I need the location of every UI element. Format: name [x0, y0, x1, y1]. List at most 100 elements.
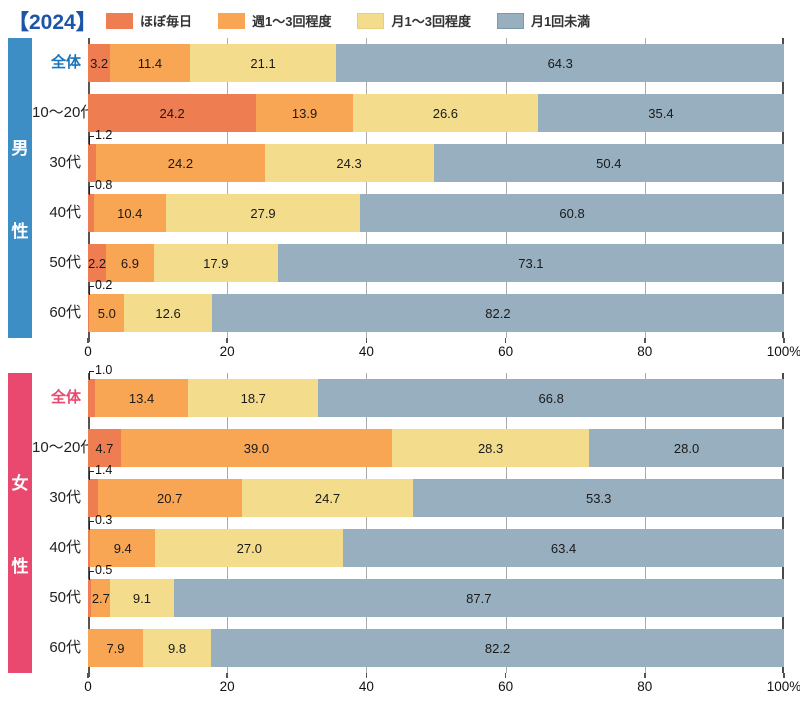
bar-segment-almost-daily: 2.2 [88, 244, 107, 282]
row-label-40s: 40代 [49, 204, 81, 221]
axis-tick-label-0: 0 [84, 344, 92, 359]
callout-30s: 1.2 [89, 129, 112, 145]
axis-tick-40 [365, 673, 368, 678]
bar-segment-almost-daily [88, 579, 92, 617]
bar-segment-less-than-monthly: 66.8 [318, 379, 784, 417]
bar-row-30s: 30代 20.7 24.7 53.3 1.4 [32, 464, 784, 523]
bar-segment-weekly-1-3: 9.4 [90, 529, 156, 567]
row-label-50s: 50代 [49, 589, 81, 606]
bar-segment-less-than-monthly: 87.7 [173, 579, 784, 617]
gender-sidebar-female: 女性 [8, 373, 32, 673]
callout-30s: 1.4 [89, 464, 112, 480]
bar-value-label: 35.4 [648, 105, 674, 121]
bar-segment-monthly-1-3: 9.8 [142, 629, 212, 667]
section-female: 女性 全体 13.4 18.7 66.8 1.0 10〜20代 4.7 39.0 28.3 28.0… [0, 364, 800, 699]
bar-segment-monthly-1-3: 21.1 [189, 44, 337, 82]
bar-value-label: 24.7 [314, 490, 341, 506]
legend-item-less-than-monthly: 月1回未満 [496, 11, 590, 30]
bar-value-label: 4.7 [95, 440, 114, 456]
callout-bracket-icon [89, 571, 94, 580]
bar-track-30s: 20.7 24.7 53.3 1.4 [88, 464, 784, 517]
bar-segment-less-than-monthly: 73.1 [277, 244, 784, 282]
bar-segment-monthly-1-3: 12.6 [124, 294, 212, 332]
bar-segment-weekly-1-3: 39.0 [120, 429, 393, 467]
gridline-40 [366, 373, 368, 673]
row-label-zentai: 全体 [50, 54, 81, 71]
section-body-male: 男性 全体 3.2 11.4 21.1 64.3 10〜20代 24.2 13.9 26.6 35.… [0, 38, 800, 342]
callout-bracket-icon [89, 286, 94, 295]
gender-label-char: 女 [11, 474, 29, 493]
legend: ほぼ毎日 週1〜3回程度 月1〜3回程度 月1回未満 [106, 11, 590, 30]
bar-track-50s: 2.7 9.1 87.7 0.5 [88, 564, 784, 617]
chart-sections: 男性全体 3.2 11.4 21.1 64.3 10〜20代 24.2 13.9 26.6 35.… [0, 38, 800, 699]
bar-segment-almost-daily: 3.2 [88, 44, 111, 82]
axis-tick-label-60: 60 [498, 679, 514, 694]
bar-value-label: 53.3 [586, 490, 612, 506]
callout-bracket-icon [89, 371, 94, 380]
bar-value-label: 20.7 [157, 490, 183, 506]
section-male: 男性 全体 3.2 11.4 21.1 64.3 10〜20代 24.2 13.9 26.6 35.… [0, 38, 800, 364]
bar-segment-less-than-monthly: 63.4 [343, 529, 784, 567]
axis-line-100 [782, 38, 784, 338]
row-label-60s: 60代 [49, 639, 81, 656]
row-label-60s: 60代 [49, 304, 81, 321]
row-label-40s: 40代 [49, 539, 81, 556]
axis-tick-60 [504, 673, 507, 678]
bar-value-label: 9.1 [132, 590, 151, 606]
callout-value-label: 0.5 [95, 563, 113, 577]
bar-segment-monthly-1-3: 26.6 [352, 94, 538, 132]
axis-tick-label-80: 80 [637, 344, 653, 359]
gridline-40 [366, 38, 368, 338]
x-axis-female: 0 20 40 60 80 100% [84, 673, 800, 699]
bar-segment-less-than-monthly: 82.2 [211, 629, 784, 667]
bar-value-label: 3.2 [90, 55, 109, 71]
legend-label: 週1〜3回程度 [252, 14, 332, 29]
callout-60s: 0.2 [89, 279, 112, 295]
bar-row-60s: 60代 7.9 9.8 82.2 [32, 623, 784, 673]
gridline-20 [227, 373, 229, 673]
legend-item-weekly-1-3: 週1〜3回程度 [218, 11, 331, 30]
gender-label-char: 性 [11, 557, 29, 576]
axis-tick-60 [504, 338, 507, 343]
bar-segment-almost-daily [88, 294, 90, 332]
axis-line-100 [782, 373, 784, 673]
bar-segment-almost-daily [88, 479, 98, 517]
bar-value-label: 18.7 [240, 390, 266, 406]
bar-segment-monthly-1-3: 27.9 [165, 194, 361, 232]
bar-segment-weekly-1-3: 11.4 [110, 44, 190, 82]
callout-zentai: 1.0 [89, 364, 112, 380]
bar-value-label: 9.8 [168, 640, 187, 656]
bar-value-label: 50.4 [596, 155, 622, 171]
bar-value-label: 24.2 [167, 155, 194, 171]
bar-segment-less-than-monthly: 50.4 [433, 144, 784, 182]
gridline-60 [505, 38, 507, 338]
axis-tick-label-100: 100% [766, 344, 800, 359]
callout-50s: 0.5 [89, 564, 112, 580]
callout-value-label: 1.2 [95, 128, 113, 142]
row-label-zentai: 全体 [50, 389, 81, 406]
bar-value-label: 24.2 [159, 105, 185, 121]
bar-segment-less-than-monthly: 60.8 [360, 194, 784, 232]
bar-row-40s: 40代 9.4 27.0 63.4 0.3 [32, 514, 784, 573]
bar-track-50s: 2.2 6.9 17.9 73.1 [88, 244, 784, 282]
bar-segment-almost-daily [88, 529, 91, 567]
axis-tick-0 [87, 673, 89, 678]
bar-segment-almost-daily [88, 144, 97, 182]
gridline-80 [644, 38, 646, 338]
bar-segment-almost-daily [88, 194, 94, 232]
bar-row-zentai: 全体 13.4 18.7 66.8 1.0 [32, 364, 784, 423]
bar-segment-almost-daily: 24.2 [88, 94, 257, 132]
bar-value-label: 63.4 [550, 540, 577, 556]
bar-value-label: 27.0 [236, 540, 262, 556]
gridline-60 [505, 373, 507, 673]
axis-tick-100 [783, 673, 785, 678]
callout-value-label: 1.4 [95, 463, 113, 477]
axis-tick-label-100: 100% [766, 679, 800, 694]
bar-segment-weekly-1-3: 5.0 [89, 294, 125, 332]
bar-value-label: 87.7 [466, 590, 492, 606]
bar-segment-weekly-1-3: 6.9 [106, 244, 154, 282]
callout-40s: 0.3 [89, 514, 112, 530]
bar-value-label: 82.2 [484, 640, 511, 656]
bar-value-label: 60.8 [559, 205, 585, 221]
bar-value-label: 5.0 [97, 305, 116, 321]
